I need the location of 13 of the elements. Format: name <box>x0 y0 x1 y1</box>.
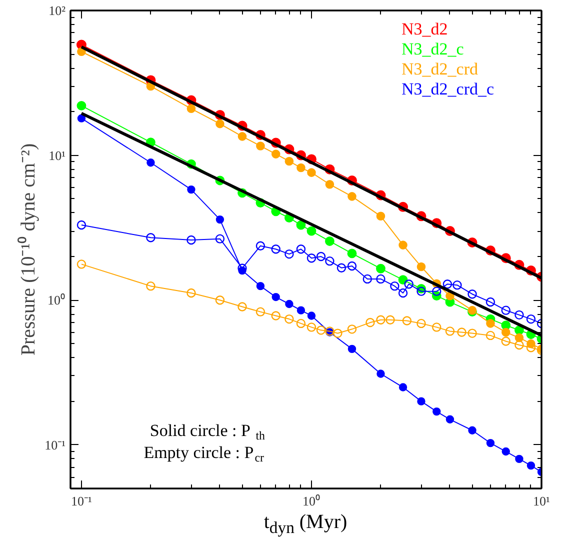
y-axis-title: Pressure (10⁻¹⁰ dyne cm⁻²) <box>16 143 40 356</box>
text: N3_d2_c <box>402 40 464 58</box>
y-tick-label: 10¹ <box>48 148 66 163</box>
x-tick-label: 10⁰ <box>302 494 320 508</box>
x-axis-title: t$_{dyn}$ (Myr) <box>262 511 348 539</box>
x-tick-label: 10¹ <box>533 494 550 508</box>
text: N3_d2_crd_c <box>402 80 494 98</box>
y-tick-label: 10⁰ <box>48 292 66 308</box>
x-tick-label: 10⁻¹ <box>71 494 92 508</box>
text: N3_d2 <box>402 20 448 38</box>
y-tick-label: 10² <box>48 3 66 18</box>
y-tick-label: 10⁻¹ <box>44 437 66 452</box>
text: N3_d2_crd <box>402 60 478 78</box>
